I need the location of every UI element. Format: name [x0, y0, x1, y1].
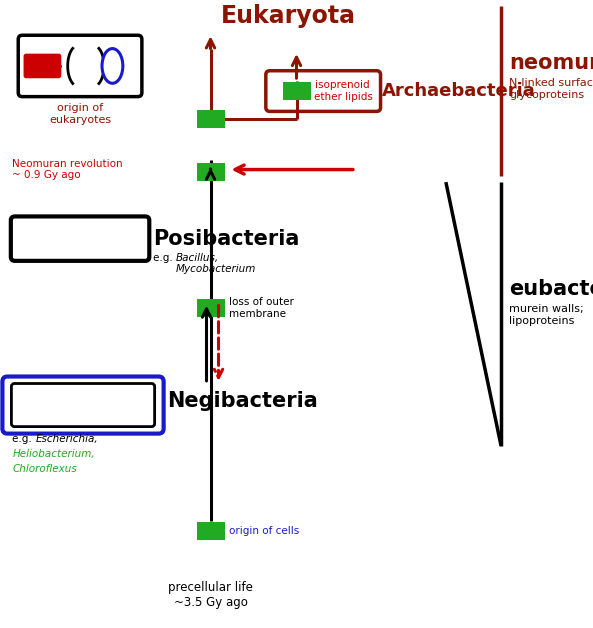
Text: origin of
eukaryotes: origin of eukaryotes [49, 103, 111, 124]
Text: origin of cells: origin of cells [228, 526, 299, 536]
Text: eubacteria: eubacteria [509, 279, 593, 299]
FancyBboxPatch shape [11, 384, 155, 426]
Text: Escherichia,: Escherichia, [36, 433, 98, 443]
Bar [282, 82, 311, 100]
Text: neomura: neomura [509, 53, 593, 73]
Text: Heliobacterium,: Heliobacterium, [12, 448, 95, 458]
Text: Bacillus,
Mycobacterium: Bacillus, Mycobacterium [176, 252, 256, 274]
Text: e.g.: e.g. [153, 252, 176, 263]
FancyBboxPatch shape [24, 55, 60, 77]
Text: murein walls;
lipoproteins: murein walls; lipoproteins [509, 305, 584, 326]
Text: Archaebacteria: Archaebacteria [381, 82, 535, 100]
FancyBboxPatch shape [2, 377, 164, 433]
Text: isoprenoid
ether lipids: isoprenoid ether lipids [314, 80, 374, 102]
FancyBboxPatch shape [11, 217, 149, 261]
FancyBboxPatch shape [18, 35, 142, 97]
Text: loss of outer
membrane: loss of outer membrane [228, 297, 294, 318]
Text: Chloroflexus: Chloroflexus [12, 463, 77, 474]
Ellipse shape [102, 48, 123, 84]
Bar [196, 111, 225, 128]
Text: e.g.: e.g. [12, 433, 36, 443]
Text: Eukaryota: Eukaryota [221, 4, 356, 28]
Bar [196, 163, 225, 181]
Text: Negibacteria: Negibacteria [167, 391, 317, 411]
FancyBboxPatch shape [266, 71, 381, 111]
Text: N-linked surface
glycoproteins: N-linked surface glycoproteins [509, 78, 593, 100]
Bar [196, 299, 225, 317]
Text: Neomuran revolution
~ 0.9 Gy ago: Neomuran revolution ~ 0.9 Gy ago [12, 159, 123, 180]
Text: precellular life
~3.5 Gy ago: precellular life ~3.5 Gy ago [168, 581, 253, 609]
Bar [196, 522, 225, 539]
Text: Posibacteria: Posibacteria [153, 229, 299, 249]
